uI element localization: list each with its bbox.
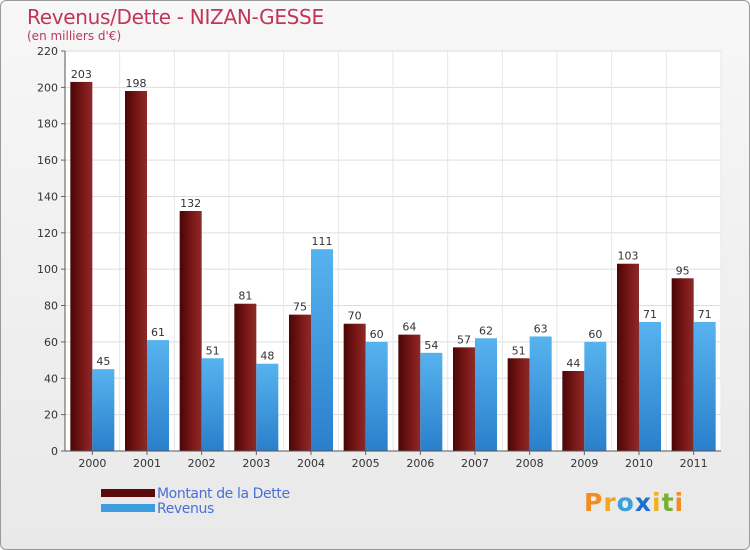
bar-debt: [671, 278, 694, 451]
bar-debt: [453, 347, 475, 451]
data-label-debt: 132: [180, 197, 201, 210]
x-tick-label: 2000: [78, 457, 106, 470]
chart-subtitle: (en milliers d'€): [27, 29, 122, 43]
x-tick-label: 2011: [680, 457, 708, 470]
data-label-debt: 75: [293, 301, 307, 314]
bar-debt: [507, 358, 530, 451]
data-label-revenus: 60: [370, 328, 384, 341]
data-label-debt: 103: [618, 250, 639, 263]
y-tick-label: 120: [37, 227, 58, 240]
bar-debt: [617, 263, 639, 451]
bar-revenus: [529, 336, 552, 451]
logo-letter: i: [652, 488, 662, 517]
data-label-debt: 64: [402, 321, 416, 334]
data-label-revenus: 62: [479, 324, 493, 337]
data-label-revenus: 61: [151, 326, 165, 339]
bar-revenus: [475, 338, 497, 451]
data-label-revenus: 51: [206, 344, 220, 357]
bar-debt: [179, 211, 202, 451]
data-label-revenus: 54: [424, 339, 438, 352]
y-tick-label: 200: [37, 81, 58, 94]
x-tick-label: 2007: [461, 457, 489, 470]
bar-debt: [234, 303, 257, 451]
data-label-debt: 203: [71, 68, 92, 81]
y-tick-label: 100: [37, 263, 58, 276]
bar-debt: [70, 81, 93, 451]
bar-revenus: [365, 341, 388, 451]
data-label-debt: 198: [126, 77, 147, 90]
x-tick-label: 2001: [133, 457, 161, 470]
bar-revenus: [147, 340, 169, 451]
bar-revenus: [92, 369, 115, 451]
bar-debt: [398, 334, 421, 451]
x-tick-label: 2006: [406, 457, 434, 470]
logo-letter: r: [603, 488, 617, 517]
y-tick-label: 220: [37, 45, 58, 58]
y-tick-label: 40: [44, 372, 58, 385]
bar-revenus: [584, 341, 607, 451]
legend-label-revenus: Revenus: [157, 501, 214, 517]
bar-revenus: [693, 321, 716, 451]
bar-revenus: [639, 321, 661, 451]
x-tick-label: 2005: [352, 457, 380, 470]
logo-letter: o: [616, 488, 635, 517]
data-label-revenus: 71: [698, 308, 712, 321]
legend-swatch-debt: [101, 489, 155, 497]
x-tick-label: 2008: [516, 457, 544, 470]
bar-revenus: [201, 358, 224, 451]
data-label-revenus: 48: [260, 350, 274, 363]
y-tick-label: 80: [44, 300, 58, 313]
logo-letter: t: [661, 488, 675, 517]
bar-debt: [125, 91, 147, 451]
y-tick-label: 140: [37, 190, 58, 203]
data-label-revenus: 63: [534, 322, 548, 335]
y-tick-label: 0: [51, 445, 58, 458]
bar-debt: [343, 323, 366, 451]
bar-revenus: [311, 249, 333, 451]
bar-revenus: [420, 352, 443, 451]
chart-title: Revenus/Dette - NIZAN-GESSE: [27, 5, 324, 29]
y-tick-label: 20: [44, 409, 58, 422]
bar-debt: [289, 314, 311, 451]
data-label-revenus: 45: [96, 355, 110, 368]
proxiti-logo: Proxiti: [584, 488, 684, 517]
x-tick-label: 2002: [188, 457, 216, 470]
bar-debt: [562, 371, 585, 451]
data-label-debt: 51: [512, 344, 526, 357]
logo-letter: i: [674, 488, 685, 517]
data-label-revenus: 60: [588, 328, 602, 341]
data-label-debt: 95: [676, 264, 690, 277]
data-label-debt: 81: [238, 290, 252, 303]
x-tick-label: 2004: [297, 457, 325, 470]
data-label-revenus: 111: [312, 235, 333, 248]
data-label-revenus: 71: [643, 308, 657, 321]
legend-label-debt: Montant de la Dette: [157, 486, 290, 502]
y-tick-label: 60: [44, 336, 58, 349]
data-label-debt: 57: [457, 333, 471, 346]
y-tick-label: 180: [37, 118, 58, 131]
data-label-debt: 70: [348, 310, 362, 323]
x-tick-label: 2010: [625, 457, 653, 470]
logo-letter: x: [634, 488, 652, 517]
logo-letter: P: [584, 488, 604, 517]
legend-swatch-revenus: [101, 504, 155, 512]
x-tick-label: 2009: [570, 457, 598, 470]
x-tick-label: 2003: [242, 457, 270, 470]
y-tick-label: 160: [37, 154, 58, 167]
data-label-debt: 44: [566, 357, 580, 370]
bar-revenus: [256, 363, 279, 451]
